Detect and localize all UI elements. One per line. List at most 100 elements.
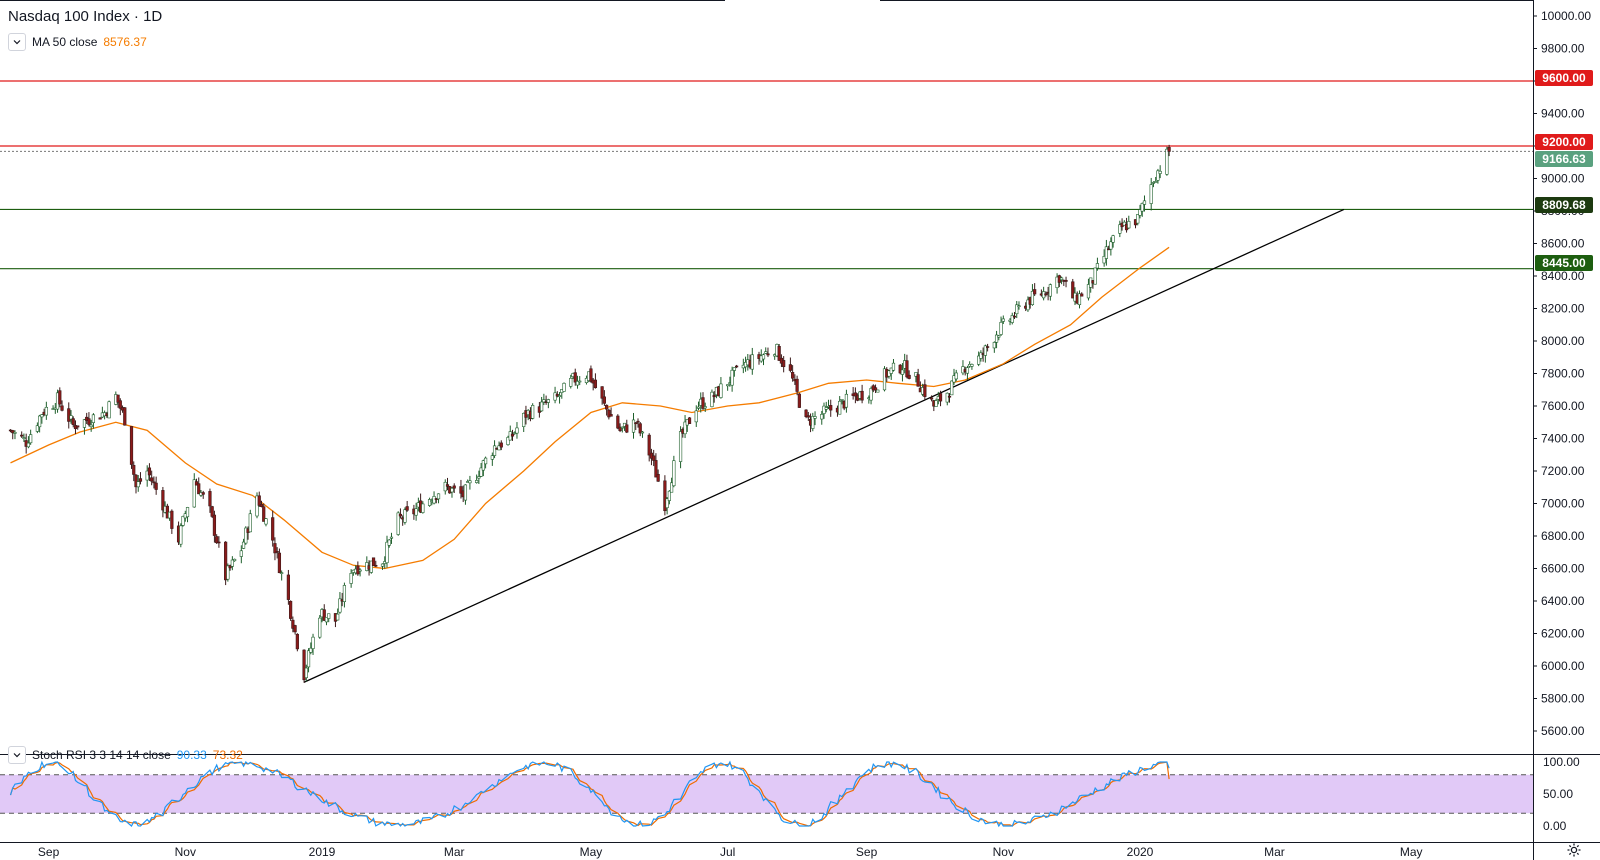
candle-up — [1158, 170, 1162, 174]
candle-down — [150, 477, 154, 482]
candle-up — [306, 650, 311, 668]
candle-up — [954, 372, 958, 380]
y-tick-label: 8600.00 — [1541, 237, 1585, 251]
candle-down — [605, 404, 609, 410]
candle-down — [663, 480, 667, 512]
chevron-down-icon[interactable] — [8, 33, 26, 51]
candle-up — [670, 482, 674, 493]
candle-down — [273, 543, 277, 554]
candle-up — [631, 419, 636, 433]
candle-up — [515, 427, 519, 434]
candle-down — [916, 374, 920, 387]
stoch-tick-label: 50.00 — [1543, 787, 1573, 801]
candle-down — [152, 481, 156, 484]
x-tick-label: Sep — [856, 845, 878, 859]
candle-up — [264, 518, 268, 525]
y-tick-label: 7800.00 — [1541, 367, 1585, 381]
y-tick-label: 6400.00 — [1541, 594, 1585, 608]
candle-down — [277, 552, 282, 574]
stoch-label: Stoch RSI 3 3 14 14 close — [32, 748, 171, 762]
candle-up — [38, 415, 42, 428]
candle-up — [1127, 221, 1131, 229]
candle-down — [947, 395, 952, 398]
candle-up — [91, 414, 96, 423]
candle-down — [67, 408, 71, 422]
candle-up — [900, 369, 905, 375]
ma-legend[interactable]: MA 50 close 8576.37 — [8, 33, 147, 51]
chevron-down-icon[interactable] — [8, 746, 26, 764]
candle-down — [452, 485, 456, 489]
stoch-tick-label: 100.00 — [1543, 755, 1580, 769]
candle-up — [945, 392, 949, 403]
candle-up — [540, 401, 544, 412]
candle-up — [179, 525, 183, 545]
candle-up — [239, 550, 243, 557]
candle-up — [844, 393, 849, 408]
candle-up — [107, 401, 111, 419]
candle-down — [829, 405, 833, 411]
candle-down — [573, 372, 577, 383]
candle-up — [490, 455, 494, 460]
candle-down — [625, 424, 629, 433]
price-tag-9600: 9600.00 — [1535, 70, 1593, 86]
candle-down — [262, 506, 266, 522]
candle-up — [1086, 284, 1091, 299]
candle-up — [840, 399, 844, 401]
candle-up — [380, 563, 385, 567]
candle-down — [60, 405, 64, 411]
candle-up — [672, 460, 676, 487]
candle-up — [463, 484, 468, 501]
stoch-d-value: 73.32 — [212, 748, 243, 762]
candle-up — [869, 388, 873, 401]
candle-down — [215, 536, 219, 544]
candle-up — [336, 613, 340, 621]
candle-up — [318, 617, 322, 638]
candle-down — [607, 409, 611, 418]
x-tick-label: Nov — [175, 845, 196, 859]
candle-down — [795, 378, 799, 392]
candle-up — [324, 617, 329, 623]
price-tag-last: 9166.63 — [1535, 151, 1593, 167]
price-tag-9200: 9200.00 — [1535, 134, 1593, 150]
candle-up — [575, 381, 580, 386]
candle-up — [546, 399, 550, 403]
candle-up — [950, 380, 954, 396]
candle-up — [13, 432, 17, 434]
y-tick-label: 7000.00 — [1541, 497, 1585, 511]
candle-up — [226, 565, 230, 580]
candle-down — [275, 551, 279, 553]
candle-up — [696, 406, 701, 409]
candle-up — [387, 539, 391, 546]
candle-down — [228, 565, 232, 569]
candle-up — [1156, 170, 1160, 181]
candle-down — [170, 510, 174, 529]
candle-up — [1111, 235, 1115, 243]
candle-up — [1104, 246, 1108, 259]
candle-down — [76, 425, 80, 428]
ma-label: MA 50 close — [32, 35, 98, 49]
candle-down — [766, 353, 770, 356]
candle-up — [192, 479, 196, 508]
candle-down — [923, 384, 927, 397]
candle-down — [905, 360, 909, 378]
stoch-band — [0, 774, 1533, 814]
candle-down — [98, 417, 102, 420]
candle-up — [811, 416, 815, 429]
candle-down — [712, 395, 716, 398]
candle-up — [730, 369, 734, 386]
candle-up — [578, 380, 582, 383]
candle-up — [977, 355, 981, 365]
candle-down — [618, 426, 622, 432]
candle-up — [89, 424, 93, 428]
stoch-legend[interactable]: Stoch RSI 3 3 14 14 close 90.33 73.32 — [8, 746, 243, 764]
y-tick-label: 9800.00 — [1541, 42, 1585, 56]
candle-down — [652, 455, 656, 461]
candle-down — [929, 397, 934, 400]
candle-up — [241, 541, 246, 549]
candle-up — [1122, 221, 1126, 226]
gear-icon[interactable] — [1566, 842, 1582, 858]
candle-up — [385, 541, 389, 564]
candle-up — [965, 367, 970, 374]
candle-up — [1059, 277, 1064, 281]
